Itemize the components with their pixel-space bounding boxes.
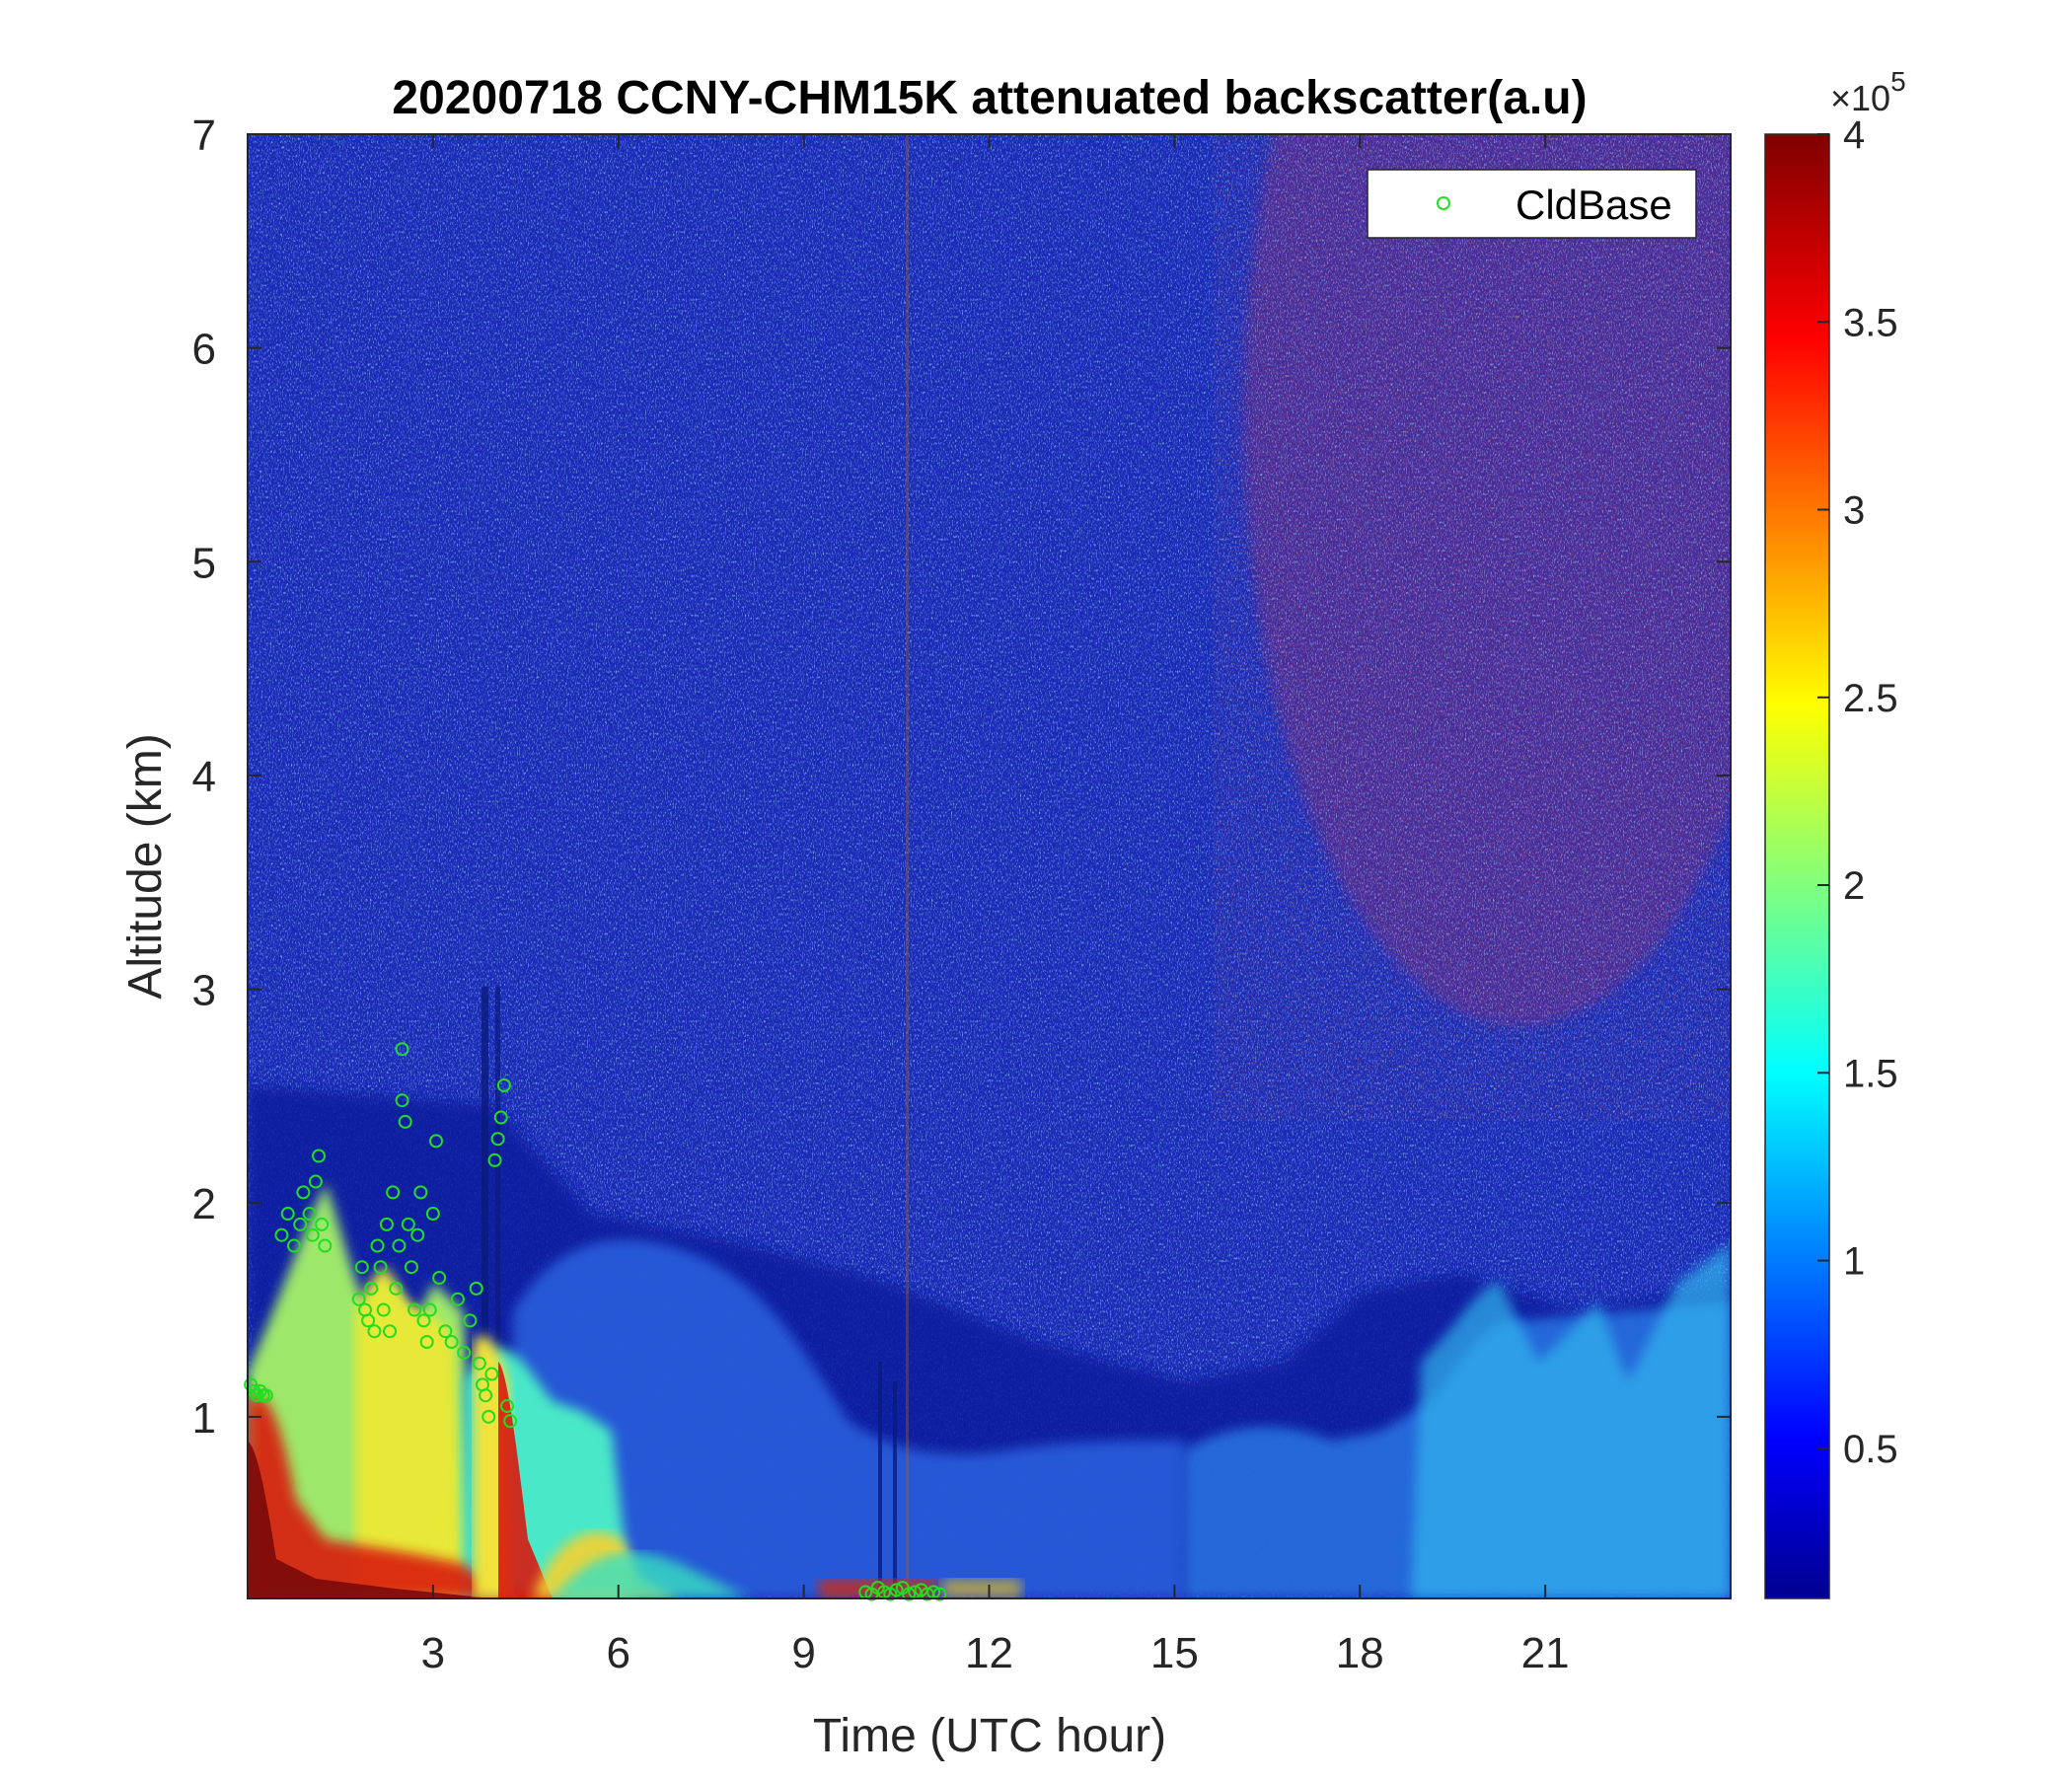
heatmap-image (248, 134, 1731, 1598)
cldbase-point (398, 1114, 412, 1129)
cldbase-point (259, 1388, 273, 1403)
cldbase-point (444, 1335, 459, 1350)
cldbase-point (493, 1110, 508, 1125)
y-tick-label: 3 (192, 967, 216, 1015)
cldbase-point (413, 1185, 428, 1200)
x-tick-label: 3 (421, 1629, 445, 1677)
colorbar-tick-label: 4 (1843, 113, 1865, 157)
x-tick-label: 6 (607, 1629, 630, 1677)
cldbase-point (383, 1324, 398, 1339)
cldbase-point (479, 1388, 493, 1403)
colorbar-gradient (1764, 133, 1830, 1599)
legend-box (1367, 169, 1697, 239)
cldbase-point (438, 1324, 453, 1339)
cldbase-point (312, 1149, 327, 1163)
cldbase-point (487, 1152, 502, 1167)
colorbar: 0.5 1 1.5 2 2.5 3 3.5 4 ×105 (1764, 66, 1906, 1599)
cldbase-point (401, 1217, 415, 1231)
cldbase-point (410, 1227, 425, 1242)
cldbase-point (244, 1377, 259, 1392)
cldbase-point (472, 1356, 486, 1371)
cldbase-point (351, 1292, 366, 1306)
cldbase-point (280, 1207, 295, 1222)
x-tick-label: 21 (1521, 1629, 1570, 1677)
colorbar-tick-label: 2.5 (1843, 677, 1898, 720)
colorbar-ticks: 0.5 1 1.5 2 2.5 3 3.5 4 (1817, 113, 1898, 1471)
colorbar-tick-label: 1 (1843, 1240, 1865, 1284)
y-tick-label: 4 (192, 753, 216, 801)
cldbase-point (419, 1335, 434, 1350)
y-tick-label: 5 (192, 539, 216, 587)
cldbase-point (373, 1260, 388, 1275)
cldbase-point (432, 1271, 447, 1286)
colorbar-tick-label: 3 (1843, 489, 1865, 533)
legend-entry-cldbase: CldBase (1516, 182, 1672, 228)
cldbase-point (354, 1260, 369, 1275)
cldbase-point (302, 1207, 317, 1222)
cldbase-point (404, 1260, 418, 1275)
colorbar-tick-label: 1.5 (1843, 1052, 1898, 1095)
cldbase-point (902, 1587, 917, 1601)
cldbase-point (274, 1227, 289, 1242)
cldbase-point (367, 1324, 382, 1339)
cldbase-point (481, 1409, 496, 1424)
x-axis-label: Time (UTC hour) (813, 1710, 1166, 1762)
cldbase-point (370, 1238, 385, 1253)
y-axis: 1 2 3 4 5 6 7 (192, 111, 1731, 1443)
cldbase-point (469, 1281, 483, 1296)
cldbase-point (305, 1227, 320, 1242)
cldbase-point (503, 1414, 518, 1429)
cldbase-point (315, 1217, 330, 1231)
cldbase-point (484, 1367, 499, 1381)
cldbase-point (293, 1217, 308, 1231)
cldbase-point (361, 1313, 376, 1328)
cldbase-point (463, 1313, 478, 1328)
colorbar-tick-label: 3.5 (1843, 301, 1898, 344)
cldbase-point (386, 1185, 401, 1200)
cldbase-point (395, 1042, 409, 1057)
cldbase-point (286, 1238, 301, 1253)
cldbase-point (425, 1207, 440, 1222)
cldbase-point (422, 1302, 437, 1317)
x-axis: 3 6 9 12 15 18 21 (421, 134, 1570, 1677)
colorbar-tick-label: 2 (1843, 864, 1865, 908)
cldbase-point (376, 1302, 391, 1317)
cldbase-point (457, 1345, 472, 1360)
y-tick-label: 1 (192, 1394, 216, 1443)
cldbase-point (379, 1217, 394, 1231)
cldbase-point (429, 1134, 444, 1149)
cldbase-point (364, 1281, 379, 1296)
cldbase-point (500, 1399, 515, 1414)
y-axis-label: Altitude (km) (119, 733, 172, 999)
x-tick-label: 18 (1336, 1629, 1384, 1677)
colorbar-multiplier: ×105 (1830, 66, 1906, 118)
cldbase-point (490, 1132, 505, 1147)
cldbase-point (932, 1587, 947, 1601)
x-tick-label: 9 (791, 1629, 815, 1677)
cldbase-point (308, 1174, 323, 1189)
colorbar-tick-label: 0.5 (1843, 1428, 1898, 1471)
cldbase-point (395, 1093, 409, 1108)
cldbase-point (407, 1302, 422, 1317)
y-tick-label: 6 (192, 326, 216, 374)
cldbase-point (496, 1078, 511, 1093)
chart-title: 20200718 CCNY-CHM15K attenuated backscat… (392, 72, 1587, 124)
x-tick-label: 15 (1150, 1629, 1199, 1677)
cldbase-point (416, 1313, 431, 1328)
y-tick-label: 7 (192, 111, 216, 160)
cldbase-point (889, 1583, 904, 1597)
cldbase-markers (244, 1042, 947, 1601)
x-tick-label: 12 (965, 1629, 1013, 1677)
cldbase-point (450, 1292, 465, 1306)
cldbase-point (392, 1238, 407, 1253)
cldbase-point (318, 1238, 333, 1253)
legend-marker-icon (1437, 196, 1450, 210)
cldbase-point (389, 1281, 404, 1296)
cldbase-point (296, 1185, 311, 1200)
y-tick-label: 2 (192, 1180, 216, 1228)
legend: CldBase (1367, 169, 1697, 239)
